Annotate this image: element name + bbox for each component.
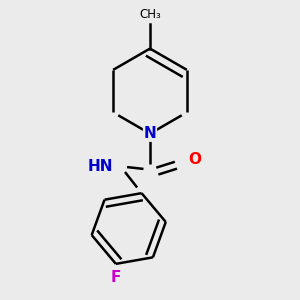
Text: HN: HN bbox=[88, 159, 113, 174]
Text: N: N bbox=[144, 126, 156, 141]
Text: O: O bbox=[188, 152, 201, 167]
Text: CH₃: CH₃ bbox=[139, 8, 161, 21]
Text: F: F bbox=[111, 270, 121, 285]
